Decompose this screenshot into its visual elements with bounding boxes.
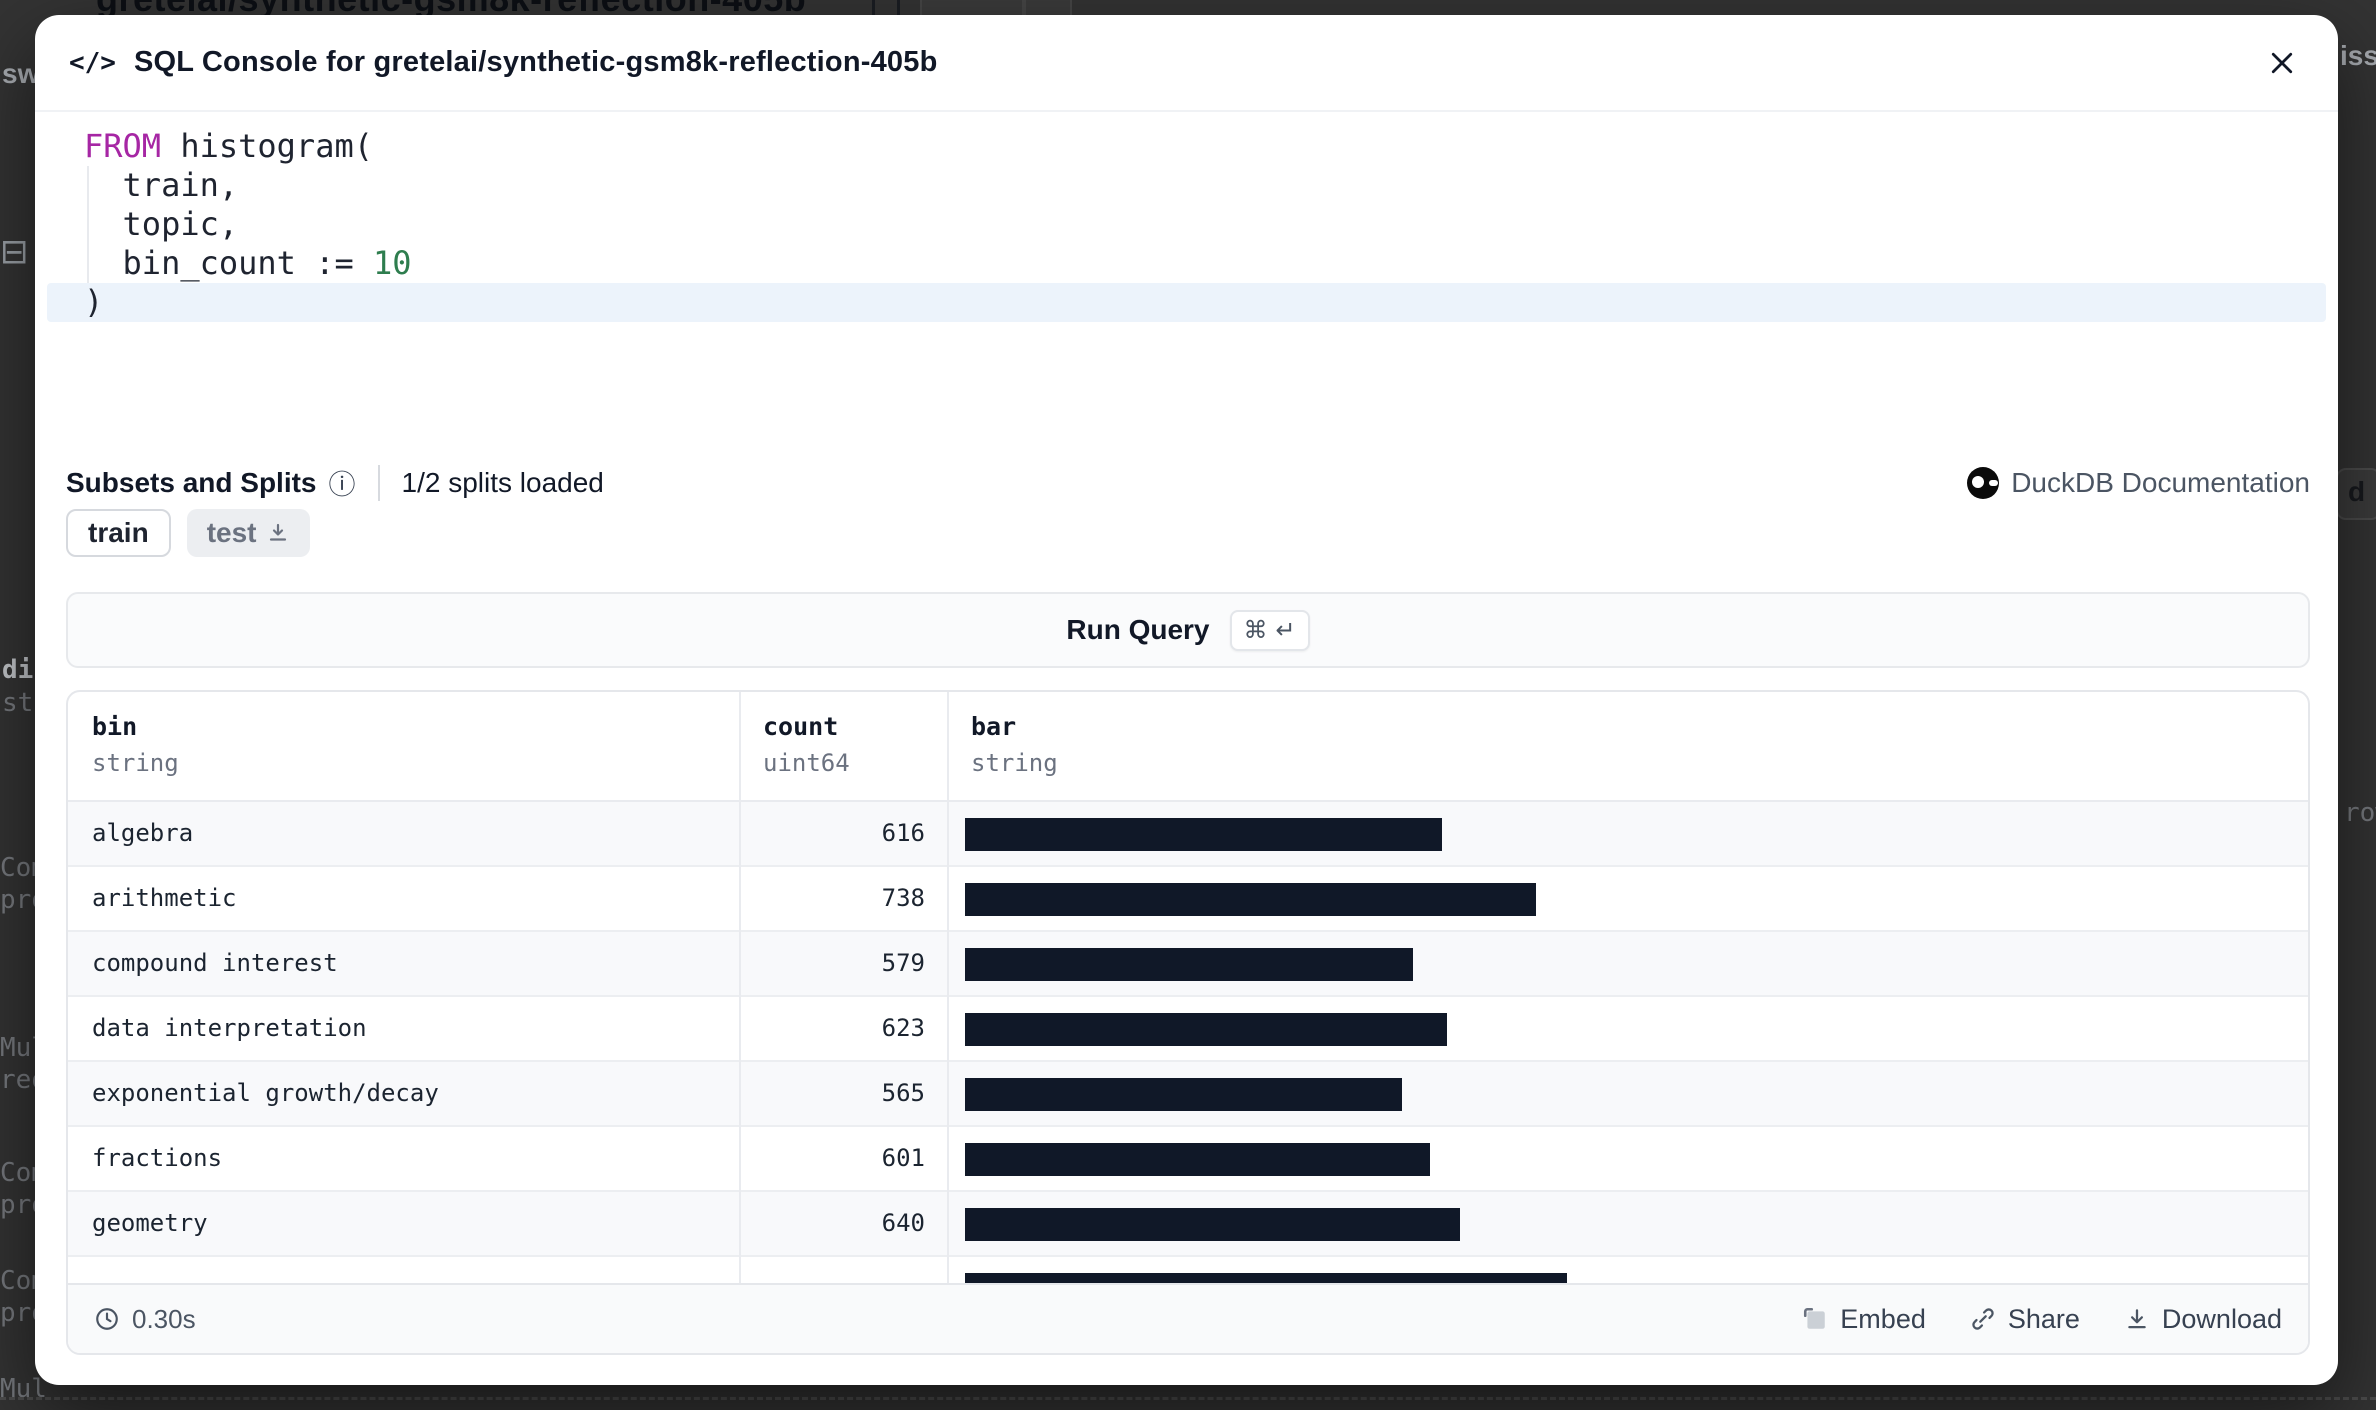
code-tag-icon: </>	[69, 47, 116, 78]
bar-cell	[965, 1192, 2308, 1257]
bar-cell	[965, 1062, 2308, 1127]
code-line-active: )	[47, 283, 2326, 322]
info-icon[interactable]: ⓘ	[328, 470, 356, 500]
background-topbar: gretelai/synthetic-gsm8k-reflection-405b	[0, 0, 2376, 26]
table-row: arithmetic 738	[68, 867, 2308, 932]
download-icon	[2128, 1309, 2146, 1329]
download-button[interactable]: Download	[2124, 1304, 2282, 1335]
tab-split-train[interactable]: train	[66, 509, 171, 557]
results-table: bin string count uint64 bar string algeb…	[66, 690, 2310, 1355]
column-header-bar: bar string	[971, 712, 1058, 777]
run-query-button[interactable]: Run Query ⌘ ↵	[66, 592, 2310, 668]
bin-cell: exponential growth/decay	[92, 1079, 439, 1107]
duckdb-logo-icon	[1967, 466, 2000, 499]
query-duration: 0.30s	[94, 1304, 196, 1335]
background-dataset-title: gretelai/synthetic-gsm8k-reflection-405b	[96, 0, 806, 20]
bin-cell: data interpretation	[92, 1014, 367, 1042]
download-split-icon	[270, 523, 287, 541]
bin-cell: algebra	[92, 819, 194, 847]
background-fragment: issa	[2340, 40, 2376, 71]
table-header: bin string count uint64 bar string	[68, 692, 2308, 802]
background-fragment: row	[2344, 798, 2376, 828]
column-header-count: count uint64	[763, 712, 850, 777]
enter-key-icon: ↵	[1275, 616, 1296, 644]
bin-cell: arithmetic	[92, 884, 237, 912]
footer-actions: Embed Share Download	[1802, 1304, 2282, 1335]
count-cell: 640	[881, 1209, 925, 1237]
background-fragment: d	[2336, 468, 2376, 520]
column-divider	[947, 692, 949, 1283]
background-divider	[0, 1397, 2376, 1400]
histogram-bar	[965, 948, 1413, 981]
code-line: topic,	[84, 205, 239, 243]
modal-header: </> SQL Console for gretelai/synthetic-g…	[35, 15, 2338, 112]
indent-guide	[87, 166, 89, 283]
bar-cell	[965, 802, 2308, 867]
duckdb-doc-link[interactable]: DuckDB Documentation	[1967, 466, 2310, 499]
splits-heading: Subsets and Splits	[66, 466, 317, 498]
code-line: FROM histogram(	[84, 127, 373, 165]
close-button[interactable]	[2260, 41, 2304, 85]
table-row: algebra 616	[68, 802, 2308, 867]
run-query-label: Run Query	[1066, 614, 1210, 645]
bar-cell	[965, 932, 2308, 997]
table-row: geometry 640	[68, 1192, 2308, 1257]
histogram-bar	[965, 1013, 1447, 1046]
column-header-bin: bin string	[92, 712, 179, 777]
embed-icon	[1804, 1307, 1826, 1329]
results-footer: 0.30s Embed Share Download	[68, 1283, 2308, 1353]
table-row: data interpretation 623	[68, 997, 2308, 1062]
sql-console-modal: </> SQL Console for gretelai/synthetic-g…	[35, 15, 2338, 1385]
table-row: exponential growth/decay 565	[68, 1062, 2308, 1127]
histogram-bar	[965, 883, 1536, 916]
clock-icon	[96, 1308, 118, 1330]
count-cell: 738	[881, 884, 925, 912]
sql-editor[interactable]: FROM histogram( train, topic, bin_count …	[35, 119, 2338, 322]
cmd-key-icon: ⌘	[1243, 616, 1268, 644]
splits-status: 1/2 splits loaded	[401, 466, 604, 498]
table-body: algebra 616 arithmetic 738 compound inte…	[68, 802, 2308, 1322]
tab-split-test[interactable]: test	[186, 509, 311, 557]
histogram-bar	[965, 1208, 1460, 1241]
share-link-icon	[1972, 1308, 1994, 1330]
code-line: train,	[84, 166, 239, 204]
count-cell: 623	[881, 1014, 925, 1042]
histogram-bar	[965, 1078, 1402, 1111]
share-button[interactable]: Share	[1970, 1304, 2080, 1335]
histogram-bar	[965, 818, 1442, 851]
table-row: fractions 601	[68, 1127, 2308, 1192]
bin-cell: geometry	[92, 1209, 208, 1237]
splits-section-header: Subsets and Splits ⓘ 1/2 splits loaded D…	[66, 463, 2310, 502]
modal-title: SQL Console for gretelai/synthetic-gsm8k…	[133, 46, 938, 78]
histogram-bar	[965, 1143, 1430, 1176]
count-cell: 579	[881, 949, 925, 977]
divider	[377, 464, 380, 501]
column-divider	[739, 692, 741, 1283]
table-row: compound interest 579	[68, 932, 2308, 997]
split-tabs: train test	[66, 509, 311, 557]
code-line: bin_count := 10	[84, 244, 412, 282]
bar-cell	[965, 1127, 2308, 1192]
count-cell: 616	[881, 819, 925, 847]
background-fragment: sw	[2, 58, 40, 89]
bar-cell	[965, 867, 2308, 932]
count-cell: 565	[881, 1079, 925, 1107]
keyboard-shortcut-badge: ⌘ ↵	[1229, 609, 1310, 651]
count-cell: 601	[881, 1144, 925, 1172]
bin-cell: compound interest	[92, 949, 338, 977]
embed-button[interactable]: Embed	[1802, 1304, 1926, 1335]
bar-cell	[965, 997, 2308, 1062]
close-icon	[2271, 52, 2293, 73]
bin-cell: fractions	[92, 1144, 223, 1172]
